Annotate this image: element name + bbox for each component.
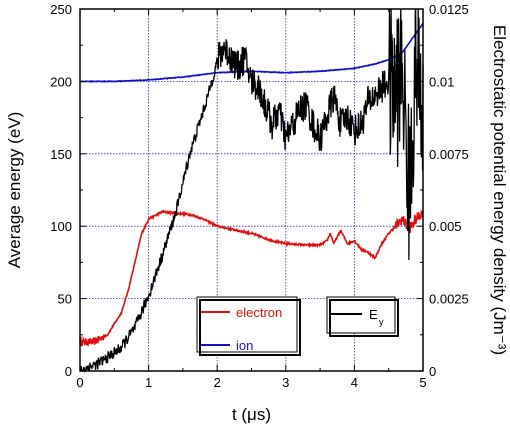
y2-tick-label: 0.0125 [429, 2, 469, 17]
y2-tick-label: 0.0025 [429, 292, 469, 307]
x-tick-label: 5 [419, 375, 426, 390]
y-tick-label: 50 [58, 292, 72, 307]
series-line-e-y [79, 8, 424, 373]
series-layer [79, 8, 424, 373]
x-tick-label: 4 [351, 375, 358, 390]
series-line-ion [79, 22, 424, 83]
x-tick-label: 3 [282, 375, 289, 390]
series-line-electron [79, 209, 424, 348]
y-tick-label: 0 [65, 364, 72, 379]
x-axis-title: t (μs) [232, 405, 271, 424]
x-tick-label: 1 [145, 375, 152, 390]
x-tick-label: 2 [214, 375, 221, 390]
legend-1-shadow [199, 299, 301, 356]
legend-2-shadow [329, 299, 399, 337]
y2-tick-label: 0.005 [429, 219, 462, 234]
ticks [79, 8, 424, 372]
legend-label-subscript: y [379, 317, 384, 327]
legend-label: ion [236, 338, 253, 353]
legend-box-1: electron ion [196, 296, 301, 356]
y2-tick-label: 0.01 [429, 74, 454, 89]
y-axis-title: Average energy (eV) [5, 112, 24, 269]
x-tick-label: 0 [76, 375, 83, 390]
y2-axis-title: Electrostatic potential energy density (… [490, 25, 509, 355]
legend-label: electron [236, 305, 282, 320]
y-tick-label: 200 [50, 74, 72, 89]
y2-tick-label: 0 [429, 364, 436, 379]
y-tick-label: 100 [50, 219, 72, 234]
y2-tick-label: 0.0075 [429, 147, 469, 162]
tick-labels: 0 1 2 3 4 505010015020025000.00250.0050.00750… [50, 2, 468, 390]
legend-1-frame [196, 296, 298, 353]
y-tick-label: 150 [50, 147, 72, 162]
legend-label: E [369, 307, 378, 322]
y-tick-label: 250 [50, 2, 72, 17]
